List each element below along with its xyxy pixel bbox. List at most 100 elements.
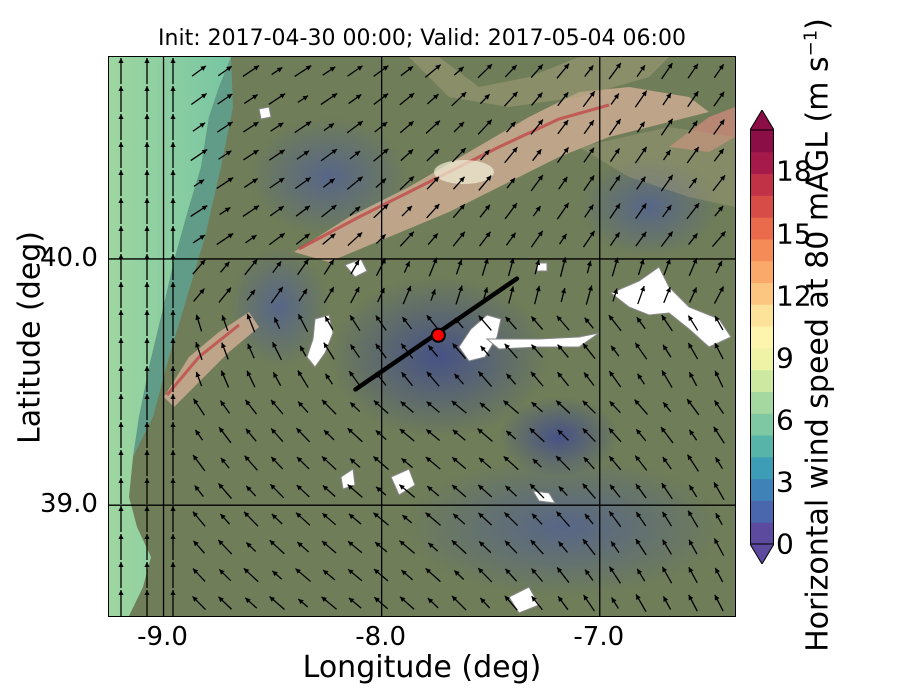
wind-arrow xyxy=(348,370,362,388)
wind-arrow xyxy=(192,511,206,527)
wind-arrow xyxy=(532,148,542,162)
wind-arrow xyxy=(372,456,390,470)
wind-arrow xyxy=(170,114,176,140)
wind-arrow xyxy=(170,422,176,448)
wind-arrow xyxy=(294,64,312,78)
x-axis-label: Longitude (deg) xyxy=(302,650,542,685)
wind-arrow xyxy=(243,511,259,527)
wind-arrow xyxy=(661,314,673,332)
wind-arrow xyxy=(662,344,672,358)
wind-arrow xyxy=(504,202,518,220)
wind-arrow xyxy=(635,594,647,612)
colorbar-level xyxy=(750,260,774,284)
colorbar-level xyxy=(750,217,774,240)
wind-arrow xyxy=(505,373,517,385)
colorbar-level xyxy=(750,282,774,305)
wind-arrow xyxy=(478,457,492,469)
colorbar-level xyxy=(750,500,774,523)
wind-arrow xyxy=(506,121,516,133)
wind-arrow xyxy=(373,568,389,582)
wind-arrow xyxy=(296,456,310,470)
wind-arrow xyxy=(637,258,645,276)
wind-arrow xyxy=(478,540,492,554)
wind-arrow xyxy=(269,177,285,189)
wind-arrow xyxy=(608,370,622,388)
wind-arrow xyxy=(480,345,490,357)
wind-arrow xyxy=(118,310,124,336)
wind-arrow xyxy=(455,285,463,305)
wind-arrow xyxy=(322,178,336,188)
wind-arrow xyxy=(660,118,674,136)
wind-arrow xyxy=(661,370,673,388)
wind-arrow xyxy=(216,121,234,133)
wind-arrow xyxy=(425,428,441,442)
wind-arrow xyxy=(400,343,414,359)
wind-arrow xyxy=(478,315,492,331)
wind-arrow xyxy=(118,422,124,448)
calm-zone xyxy=(499,397,619,477)
wind-arrow xyxy=(192,568,206,582)
wind-arrow xyxy=(428,257,438,277)
wind-arrow xyxy=(556,147,570,163)
wind-arrow xyxy=(530,174,544,192)
wind-arrow xyxy=(271,513,283,525)
wind-arrow xyxy=(144,534,150,560)
wind-arrow xyxy=(556,315,570,331)
wind-arrow xyxy=(451,147,467,163)
colorbar-tick-label: 15 xyxy=(776,217,812,250)
wind-arrow xyxy=(399,175,415,191)
wind-arrow xyxy=(221,342,229,360)
wind-arrow xyxy=(530,316,544,330)
wind-arrow xyxy=(144,254,150,280)
wind-arrow xyxy=(245,485,257,497)
wind-arrow xyxy=(399,92,415,106)
wind-arrow xyxy=(270,456,284,470)
wind-arrow xyxy=(610,345,620,357)
wind-arrow xyxy=(269,596,285,610)
calm-zone xyxy=(404,457,724,597)
wind-arrow xyxy=(531,595,543,611)
colorbar-tick-label: 6 xyxy=(776,403,794,437)
wind-arrow xyxy=(503,455,519,471)
wind-arrow xyxy=(270,286,284,304)
wind-arrow xyxy=(714,342,724,360)
wind-arrow xyxy=(399,231,415,247)
wind-arrow xyxy=(508,286,515,304)
wind-arrow xyxy=(427,344,439,358)
wind-arrow xyxy=(660,174,674,192)
wind-arrow xyxy=(609,148,621,162)
wind-arrow xyxy=(170,590,176,616)
wind-arrow xyxy=(686,398,700,416)
wind-arrow xyxy=(714,370,724,388)
wind-arrow xyxy=(118,534,124,560)
wind-arrow xyxy=(532,458,542,468)
wind-arrow xyxy=(246,313,256,333)
wind-arrow xyxy=(427,93,439,105)
wind-arrow xyxy=(503,91,519,107)
wind-arrow xyxy=(321,512,337,526)
wind-arrow xyxy=(609,484,621,498)
wind-arrow xyxy=(714,205,724,217)
wind-arrow xyxy=(118,226,124,252)
wind-arrow xyxy=(375,486,387,496)
wind-arrow xyxy=(350,286,360,304)
wind-arrow xyxy=(531,401,543,413)
wind-arrow xyxy=(192,595,206,611)
wind-arrow xyxy=(294,176,312,190)
ridge-west xyxy=(164,312,259,407)
wind-arrow xyxy=(144,114,150,140)
wind-arrow xyxy=(375,315,387,331)
wind-arrow xyxy=(400,400,414,414)
wind-arrow xyxy=(713,538,725,556)
colorbar-level xyxy=(750,435,774,458)
wind-arrow xyxy=(192,234,206,244)
wind-arrow xyxy=(455,259,463,275)
wind-arrow xyxy=(636,316,646,330)
wind-arrow xyxy=(144,198,150,224)
wind-arrow xyxy=(452,231,466,247)
colorbar-level xyxy=(750,478,774,501)
wind-arrow xyxy=(480,149,490,161)
terrain-north xyxy=(409,57,669,107)
wind-arrow xyxy=(193,179,205,187)
wind-arrow xyxy=(453,373,465,385)
